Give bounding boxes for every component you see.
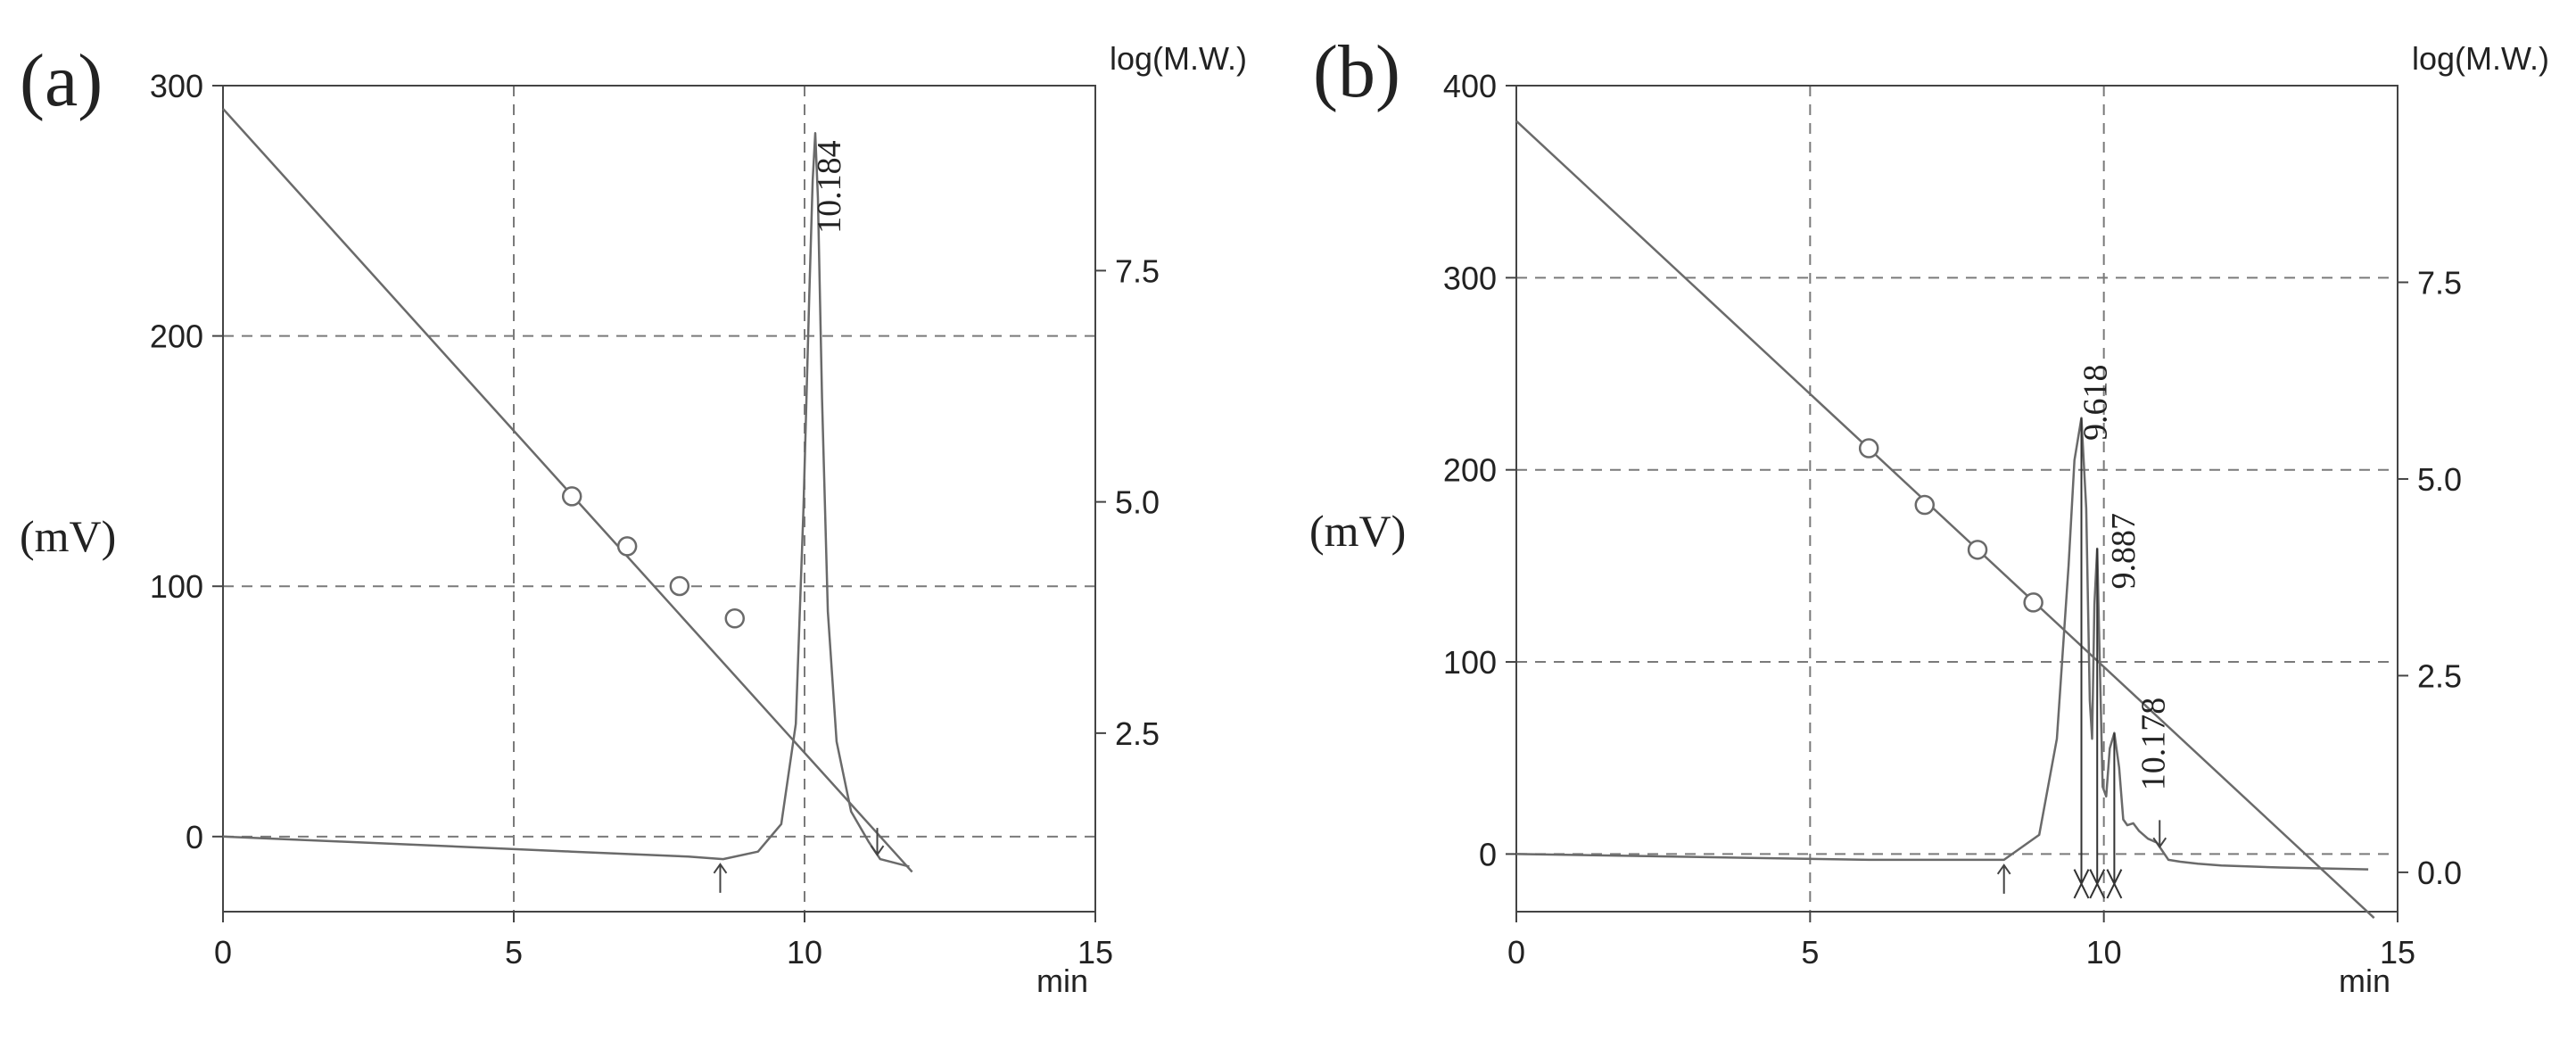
calibration-point <box>1914 494 1936 516</box>
x-tick-label: 15 <box>1077 934 1113 971</box>
y-tick-label: 300 <box>150 68 203 104</box>
panel-letter: (b) <box>1313 30 1400 113</box>
chromatogram-trace <box>1515 417 2369 871</box>
peak-rt-label: 10.184 <box>811 140 848 234</box>
chart-panel: 0 5 10 15 0 100 200 300 400 0.0 2.5 5.0 7.5 log(M.W.)… <box>1309 30 2549 999</box>
y2-tick-label: 7.5 <box>1115 252 1160 289</box>
peak-split-marker <box>2089 869 2106 899</box>
y-tick-label: 100 <box>150 568 203 605</box>
panel-letter: (a) <box>20 39 103 122</box>
x-tick-label: 15 <box>2380 934 2415 971</box>
chart-panel: 0 5 10 15 0 100 200 300 2.5 5.0 7.5 log(M.W.) min (mV… <box>20 39 1247 999</box>
y-tick-label: 100 <box>1443 644 1497 681</box>
y-axis-label: (mV) <box>20 511 116 561</box>
y-tick-label: 300 <box>1443 260 1497 296</box>
peak-rt-label: 10.178 <box>2134 698 2172 791</box>
calibration-point <box>616 536 638 557</box>
x-tick-label: 5 <box>1801 934 1819 971</box>
plot-frame <box>1515 85 2398 913</box>
calibration-point <box>669 575 690 597</box>
y2-tick-label: 2.5 <box>2417 657 2462 694</box>
peak-start-arrow <box>713 863 728 893</box>
y-tick-label: 200 <box>1443 452 1497 489</box>
x-tick-label: 5 <box>505 934 523 971</box>
grid-lines <box>223 86 1095 912</box>
chromatogram-trace <box>222 132 910 868</box>
calibration-point <box>561 486 582 507</box>
peak-end-arrow <box>2152 820 2167 849</box>
y-axis-label: (mV) <box>1309 506 1406 556</box>
grid-lines <box>1516 86 2398 912</box>
x-tick-label: 10 <box>787 934 822 971</box>
y2-tick-label: 7.5 <box>2417 264 2462 301</box>
calibration-point <box>1967 540 1988 560</box>
calibration-line <box>1515 120 2375 919</box>
x-tick-label: 0 <box>214 934 232 971</box>
peak-split-marker <box>2073 869 2090 899</box>
calibration-point <box>724 608 746 629</box>
calibration-point <box>1858 438 1879 459</box>
y-tick-label: 400 <box>1443 68 1497 104</box>
y2-tick-label: 2.5 <box>1115 715 1160 752</box>
x-tick-label: 0 <box>1507 934 1525 971</box>
y-tick-label: 200 <box>150 318 203 355</box>
peak-rt-label: 9.618 <box>2077 365 2115 442</box>
y2-tick-label: 5.0 <box>1115 484 1160 521</box>
peak-end-arrow <box>870 828 885 856</box>
peak-rt-label: 9.887 <box>2105 513 2143 590</box>
calibration-point <box>2023 592 2043 613</box>
x-tick-label: 10 <box>2086 934 2122 971</box>
y2-tick-label: 5.0 <box>2417 461 2462 498</box>
x-axis-label: min <box>1036 963 1088 999</box>
y2-tick-label: 0.0 <box>2417 855 2462 891</box>
right-axis-label: log(M.W.) <box>1110 40 1247 77</box>
plot-frame <box>222 85 1096 913</box>
peak-split-marker <box>2106 869 2123 899</box>
y-tick-label: 0 <box>1479 836 1497 872</box>
y-tick-label: 0 <box>186 819 203 855</box>
right-axis-label: log(M.W.) <box>2412 40 2549 77</box>
x-axis-label: min <box>2339 963 2390 999</box>
peak-start-arrow <box>1996 863 2011 894</box>
